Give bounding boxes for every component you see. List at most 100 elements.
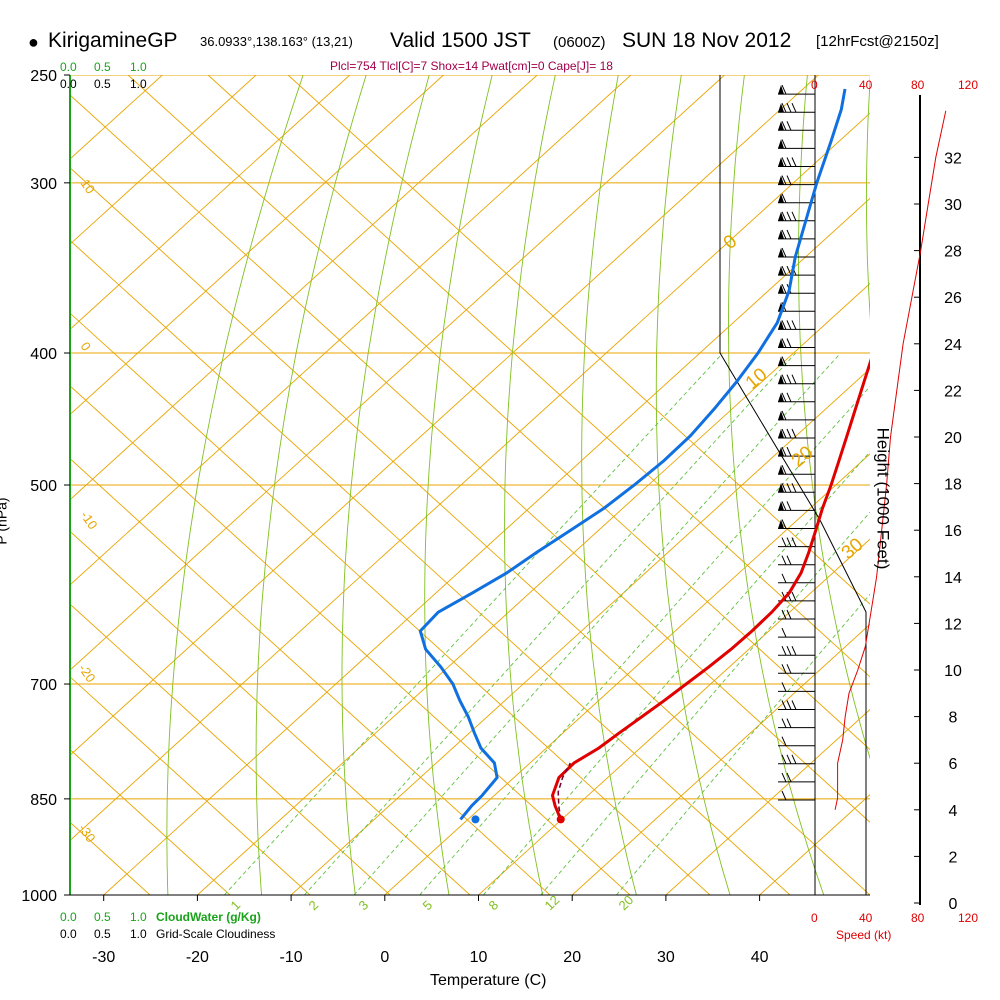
station-marker-icon: ● <box>28 32 39 52</box>
wind-barb <box>778 501 815 511</box>
wind-barb <box>778 175 815 186</box>
sounding-indices: Plcl=754 Tlcl[C]=7 Shox=14 Pwat[cm]=0 Ca… <box>330 59 613 73</box>
pressure-tick-label: 1000 <box>21 888 57 905</box>
mixing-ratio-label: 5 <box>420 897 436 913</box>
wind-barb <box>778 374 815 385</box>
top-cloudwater-0: 0.0 <box>60 60 77 74</box>
parcel-path <box>557 762 571 820</box>
cloudiness-label: Grid-Scale Cloudiness <box>156 927 276 941</box>
wind-barb <box>778 338 815 348</box>
speed-tick-top-80: 80 <box>911 78 925 92</box>
x-tick-label: -10 <box>280 949 303 966</box>
theta-label: 20 <box>788 442 818 472</box>
pressure-tick-label: 850 <box>30 792 57 809</box>
temperature-profile <box>550 358 870 820</box>
dry-adiabat-line <box>424 75 493 895</box>
isotherm-label: -20 <box>76 661 99 685</box>
wind-barb <box>778 392 815 403</box>
wind-barb <box>778 645 815 656</box>
mixing-ratio-label: 3 <box>356 897 372 913</box>
height-tick-label: 22 <box>944 383 962 400</box>
adiabat-line <box>70 530 471 895</box>
x-axis-label: Temperature (C) <box>430 972 547 989</box>
wind-barb <box>778 320 815 330</box>
isotherm-line <box>478 538 870 895</box>
height-tick-label: 8 <box>949 710 958 727</box>
dry-adiabat-line <box>728 75 825 895</box>
x-tick-label: 10 <box>470 949 488 966</box>
height-tick-label: 14 <box>944 570 962 587</box>
dry-adiabat-line <box>341 75 430 895</box>
station-coords: 36.0933°,138.163° (13,21) <box>200 34 353 49</box>
dry-adiabat-line <box>581 75 637 895</box>
adiabat-line <box>70 603 391 895</box>
height-tick-label: 4 <box>949 803 958 820</box>
station-name: KirigamineGP <box>48 29 178 52</box>
dewpoint-profile <box>418 88 847 821</box>
wind-barb <box>778 84 815 95</box>
isotherm-label: -10 <box>78 508 101 532</box>
height-axis-label: Height (1000 Feet) <box>873 427 893 570</box>
wind-barb <box>778 157 815 167</box>
height-tick-label: 6 <box>949 756 958 773</box>
dry-adiabat-line <box>932 75 1000 895</box>
wind-barb <box>778 483 815 493</box>
theta-label: 30 <box>838 534 868 564</box>
wind-barb <box>778 464 815 475</box>
top-cloudwater-1: 0.5 <box>94 60 111 74</box>
x-tick-label: 40 <box>751 949 769 966</box>
height-tick-label: 26 <box>944 290 962 307</box>
adiabat-line <box>70 748 231 895</box>
speed-tick-top-120: 120 <box>958 78 979 92</box>
wind-barb <box>778 410 815 421</box>
speed-axis-label: Speed (kt) <box>836 928 892 942</box>
pressure-tick-label: 250 <box>30 68 57 85</box>
x-tick-label: 30 <box>657 949 675 966</box>
wind-barb <box>778 519 815 529</box>
speed-tick-bottom-0: 0 <box>811 911 818 925</box>
wind-speed-profile <box>834 110 947 810</box>
x-tick-label: 20 <box>563 949 581 966</box>
wind-barb <box>778 121 815 131</box>
wind-barb <box>778 772 815 783</box>
cloudwater-label: CloudWater (g/Kg) <box>156 910 261 924</box>
bottom-cloudwater-1: 0.5 <box>94 910 111 924</box>
wind-barb <box>778 664 815 674</box>
bottom-cloudiness-2: 1.0 <box>130 927 147 941</box>
wind-barb <box>778 211 815 222</box>
bottom-cloudiness-0: 0.0 <box>60 927 77 941</box>
speed-tick-bottom-120: 120 <box>958 911 979 925</box>
wind-barb <box>778 718 815 729</box>
valid-time: Valid 1500 JST <box>390 29 531 52</box>
bottom-cloudwater-0: 0.0 <box>60 910 77 924</box>
wind-barb <box>778 428 815 439</box>
height-tick-label: 32 <box>944 150 962 167</box>
mixing-ratio-line <box>616 593 870 895</box>
wind-barb <box>778 682 815 692</box>
height-tick-label: 2 <box>949 849 958 866</box>
x-tick-label: -30 <box>92 949 115 966</box>
pressure-tick-label: 700 <box>30 677 57 694</box>
surface-dewpoint-dot <box>471 815 480 824</box>
height-tick-label: 10 <box>944 663 962 680</box>
x-tick-label: 0 <box>380 949 389 966</box>
dry-adiabat-line <box>997 75 1000 895</box>
speed-tick-top-0: 0 <box>811 78 818 92</box>
isotherm-line <box>571 623 870 895</box>
dry-adiabat-line <box>655 75 731 895</box>
wind-barb <box>778 790 815 801</box>
isotherm-line <box>70 75 257 245</box>
top-cloudwater-2: 1.0 <box>130 60 147 74</box>
wind-barb <box>778 537 815 548</box>
isotherm-label: -30 <box>76 821 99 845</box>
bottom-cloudiness-1: 0.5 <box>94 927 111 941</box>
isotherm-line <box>665 708 870 895</box>
speed-tick-bottom-80: 80 <box>911 911 925 925</box>
y-axis-label: P (hPa) <box>0 497 10 544</box>
wind-barb <box>778 283 815 294</box>
wind-barb <box>778 700 815 710</box>
mixing-ratio-line <box>540 511 870 895</box>
height-tick-label: 12 <box>944 616 962 633</box>
pressure-tick-label: 400 <box>30 346 57 363</box>
isotherm-label: 10 <box>78 176 99 196</box>
